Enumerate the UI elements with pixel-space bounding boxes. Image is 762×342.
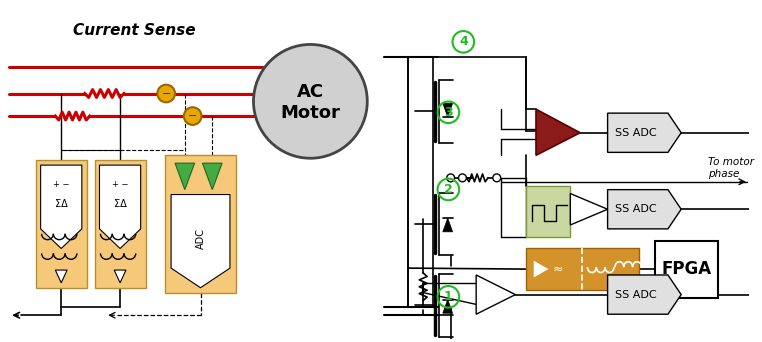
Text: Motor: Motor [280, 104, 341, 122]
Text: ΣΔ: ΣΔ [55, 199, 68, 209]
Bar [94, 160, 146, 288]
Circle shape [158, 85, 175, 102]
Text: + −: + − [53, 180, 69, 189]
Bar [36, 160, 87, 288]
Circle shape [447, 174, 455, 182]
Polygon shape [443, 103, 453, 117]
Polygon shape [175, 163, 194, 189]
Polygon shape [607, 275, 681, 314]
Polygon shape [534, 261, 548, 277]
Polygon shape [536, 109, 580, 155]
Text: 1: 1 [444, 290, 453, 303]
Text: + −: + − [112, 180, 128, 189]
Text: 4: 4 [459, 35, 468, 48]
Bar [527, 186, 570, 237]
Polygon shape [607, 113, 681, 153]
Polygon shape [443, 300, 453, 313]
Circle shape [254, 44, 367, 158]
Text: SS ADC: SS ADC [615, 204, 656, 214]
Circle shape [184, 107, 201, 125]
Polygon shape [607, 189, 681, 229]
Text: SS ADC: SS ADC [615, 290, 656, 300]
Polygon shape [570, 194, 607, 225]
Text: ΣΔ: ΣΔ [114, 199, 126, 209]
Text: ADC: ADC [196, 228, 206, 249]
Polygon shape [476, 275, 515, 314]
Bar [527, 249, 639, 290]
Polygon shape [203, 163, 222, 189]
Text: −: − [188, 111, 197, 121]
Polygon shape [443, 218, 453, 232]
Polygon shape [171, 195, 230, 288]
Text: SS ADC: SS ADC [615, 128, 656, 138]
Text: AC: AC [297, 82, 324, 101]
Bar [165, 155, 235, 293]
Polygon shape [100, 165, 141, 249]
Polygon shape [114, 270, 126, 283]
Bar [655, 241, 719, 298]
Circle shape [459, 174, 466, 182]
Text: 2: 2 [444, 183, 453, 196]
Text: FPGA: FPGA [661, 260, 711, 278]
Polygon shape [40, 165, 82, 249]
Text: 3: 3 [444, 106, 453, 119]
Text: ≈: ≈ [552, 263, 563, 276]
Text: To motor
phase: To motor phase [708, 157, 754, 179]
Circle shape [493, 174, 501, 182]
Polygon shape [56, 270, 67, 283]
Text: Current Sense: Current Sense [72, 23, 195, 38]
Text: −: − [162, 89, 171, 98]
